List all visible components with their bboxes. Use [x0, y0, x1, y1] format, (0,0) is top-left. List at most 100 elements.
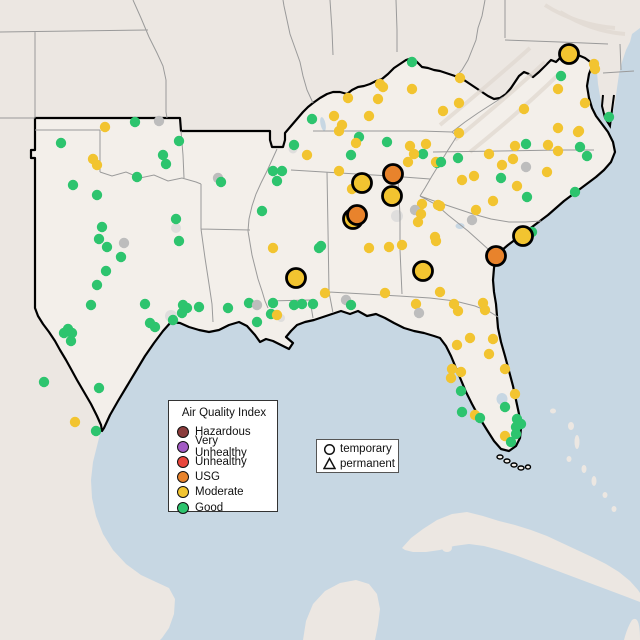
station-dot — [181, 302, 193, 314]
station-dot — [93, 233, 105, 245]
station-dot — [93, 382, 105, 394]
aqi-legend-item-good: Good — [177, 500, 271, 515]
station-dot — [581, 150, 593, 162]
station-dot — [410, 298, 422, 310]
station-dot — [569, 186, 581, 198]
station-dot — [363, 110, 375, 122]
station-dot — [306, 113, 318, 125]
aqi-legend-item-hazardous: Hazardous — [177, 424, 271, 439]
delmarva-outline — [600, 94, 615, 129]
aqi-legend-rows: Hazardous Very Unhealthy Unhealthy USG Moder… — [177, 424, 271, 515]
aqi-legend-label: Good — [195, 501, 224, 514]
station-dot — [363, 242, 375, 254]
station-dot — [149, 321, 161, 333]
station-dot — [541, 166, 553, 178]
yucatan-land — [303, 580, 380, 640]
station-dot — [160, 158, 172, 170]
station-dot — [453, 127, 465, 139]
station-dot — [487, 195, 499, 207]
legend-item-permanent: permanent — [323, 457, 395, 472]
station-dot — [381, 136, 393, 148]
station-dot — [453, 97, 465, 109]
station-dot — [412, 216, 424, 228]
aqi-legend: Air Quality Index Hazardous Very Unhealth… — [168, 400, 278, 515]
station-dot — [456, 174, 468, 186]
station-dot — [446, 363, 458, 375]
station-dot — [315, 240, 327, 252]
station-dot-large — [382, 163, 404, 185]
station-dot — [251, 299, 263, 311]
station-dot — [85, 299, 97, 311]
station-dot — [487, 333, 499, 345]
station-dot — [435, 156, 447, 168]
station-dot — [118, 237, 130, 249]
station-dot — [521, 191, 533, 203]
station-dot — [333, 125, 345, 137]
station-dot — [437, 105, 449, 117]
station-dot — [129, 116, 141, 128]
station-dot — [271, 175, 283, 187]
station-dot — [404, 140, 416, 152]
station-dot — [251, 316, 263, 328]
station-dot — [69, 416, 81, 428]
station-dot — [170, 213, 182, 225]
unhealthy-swatch-icon — [177, 455, 189, 468]
station-dot — [452, 152, 464, 164]
station-dot — [383, 241, 395, 253]
station-dot — [415, 208, 427, 220]
station-dot — [139, 298, 151, 310]
station-dot — [507, 153, 519, 165]
aqi-legend-item-very-unhealthy: Very Unhealthy — [177, 435, 271, 459]
station-dot — [552, 83, 564, 95]
station-dot — [55, 137, 67, 149]
moderate-swatch-icon — [177, 486, 189, 499]
station-dot — [377, 81, 389, 93]
isla-juventud-land — [442, 544, 452, 552]
station-dot — [173, 135, 185, 147]
station-dot — [483, 148, 495, 160]
station-dot — [509, 388, 521, 400]
station-dot — [243, 297, 255, 309]
station-dots-large — [285, 43, 580, 289]
usg-swatch-icon — [177, 471, 189, 484]
terrain-ridges — [438, 3, 626, 154]
good-swatch-icon — [177, 501, 189, 514]
station-dot-large — [412, 260, 434, 282]
station-dot — [464, 332, 476, 344]
station-dot — [271, 309, 283, 321]
station-dot — [470, 204, 482, 216]
station-dot — [505, 436, 517, 448]
station-dot — [91, 189, 103, 201]
station-dot — [499, 401, 511, 413]
station-dot-large — [351, 172, 373, 194]
station-dot — [99, 121, 111, 133]
temporary-label: temporary — [340, 443, 392, 456]
station-dot — [215, 176, 227, 188]
aqi-legend-label: Moderate — [195, 486, 244, 499]
aqi-legend-label: Very Unhealthy — [195, 434, 247, 459]
station-dot — [402, 156, 414, 168]
station-dot — [267, 165, 279, 177]
station-dot — [350, 137, 362, 149]
station-dot — [451, 339, 463, 351]
station-dot — [296, 298, 308, 310]
station-dot — [406, 56, 418, 68]
station-dot — [466, 214, 478, 226]
corner-island-land — [624, 618, 640, 640]
aqi-legend-item-usg: USG — [177, 470, 271, 485]
station-dot — [468, 170, 480, 182]
station-dot — [379, 287, 391, 299]
station-dot — [288, 139, 300, 151]
station-dots-small — [38, 56, 615, 448]
station-dot — [333, 165, 345, 177]
station-dot — [345, 149, 357, 161]
very-unhealthy-swatch-icon — [177, 440, 189, 453]
station-dot — [301, 149, 313, 161]
station-dot — [101, 241, 113, 253]
station-dot — [91, 159, 103, 171]
station-dot-large — [485, 245, 507, 267]
station-dot — [434, 286, 446, 298]
state-borders — [0, 0, 635, 323]
legend-item-temporary: temporary — [323, 442, 394, 457]
